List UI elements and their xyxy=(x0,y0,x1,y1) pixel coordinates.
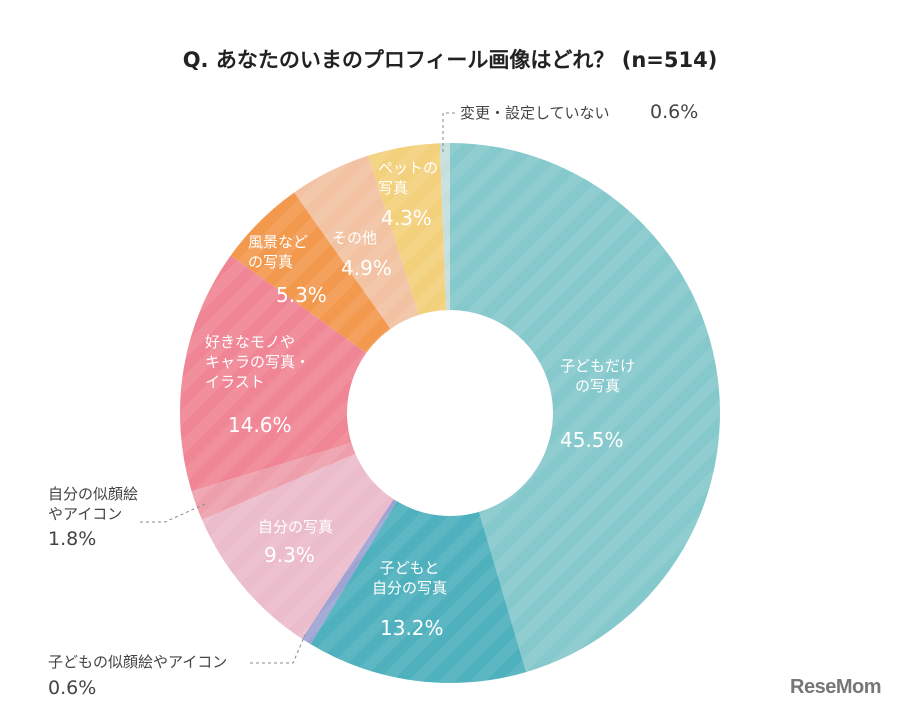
donut-slice-stripes-3 xyxy=(201,453,394,639)
slice-value-child-and-self: 13.2% xyxy=(380,616,444,640)
slice-label-favorite-things: 好きなモノや キャラの写真・ イラスト xyxy=(205,333,311,391)
slice-label-other: その他 xyxy=(332,229,378,247)
chart-title: Q. あなたのいまのプロフィール画像はどれ？ (n=514) xyxy=(182,48,718,72)
slice-label-child-and-self: 子どもと 自分の写真 xyxy=(372,559,448,597)
slice-label-scenery: 風景など の写真 xyxy=(248,233,309,271)
donut-slice-stripes-9 xyxy=(439,143,450,311)
donut-slice-stripes-4 xyxy=(191,442,356,520)
resemom-logo: ReseMom xyxy=(790,676,881,698)
donut-slice-stripes-6 xyxy=(230,192,391,353)
slice-label-pet: ペットの 写真 xyxy=(378,159,439,197)
donut-slice-stripes-1 xyxy=(310,501,527,683)
donut-slice-stripes-8 xyxy=(368,143,447,315)
slice-value-child-illustration: 0.6% xyxy=(48,677,97,699)
donut-slice-stripes-5 xyxy=(180,255,367,492)
slice-label-unchanged: 変更・設定していない xyxy=(460,104,610,122)
donut-slice-stripes-7 xyxy=(294,155,419,329)
slice-label-self-illustration: 自分の似顔絵 やアイコン xyxy=(48,485,139,523)
leader-line-unchanged xyxy=(442,112,455,152)
slice-label-child-illustration: 子どもの似顔絵やアイコン xyxy=(48,653,228,671)
donut-slice-stripes-2 xyxy=(301,499,397,645)
slice-value-self-photo: 9.3% xyxy=(264,543,315,567)
slice-value-self-illustration: 1.8% xyxy=(48,528,97,550)
leader-line-self-illustration xyxy=(140,503,206,523)
slice-value-child-only: 45.5% xyxy=(560,428,624,452)
slice-label-self-photo: 自分の写真 xyxy=(258,518,334,536)
donut-slice-stripes-0 xyxy=(450,143,720,673)
slice-label-child-only: 子どもだけ の写真 xyxy=(560,357,636,395)
slice-value-other: 4.9% xyxy=(341,256,392,280)
slice-value-scenery: 5.3% xyxy=(276,283,327,307)
slice-value-favorite-things: 14.6% xyxy=(228,413,292,437)
slice-value-pet: 4.3% xyxy=(381,206,432,230)
leader-line-child-illustration xyxy=(250,634,306,664)
slice-value-unchanged: 0.6% xyxy=(650,101,699,123)
